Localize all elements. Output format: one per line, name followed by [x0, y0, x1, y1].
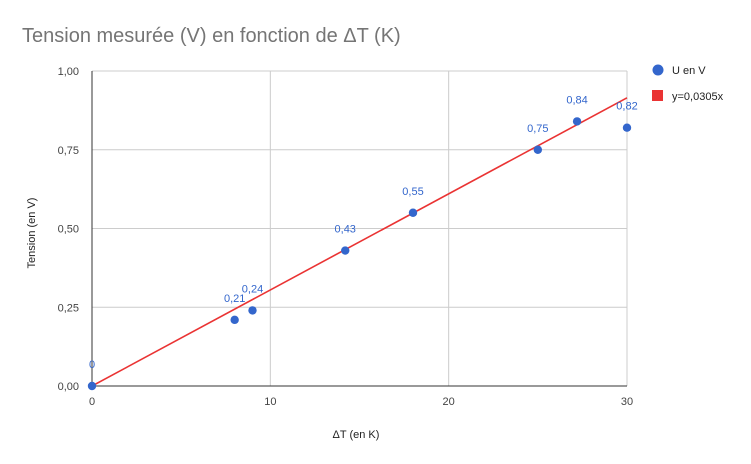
data-label: 0,24 [242, 283, 263, 295]
x-axis-title: ΔT (en K) [333, 429, 380, 441]
data-label: 0,55 [402, 186, 423, 198]
chart-title: Tension mesurée (V) en fonction de ΔT (K… [22, 25, 401, 47]
data-point[interactable] [230, 315, 239, 325]
legend-label-trend: y=0,0305x [672, 91, 724, 103]
data-labels: 0 0,210,24 0,43 0,55 0,75 0,84 0,82 [89, 94, 638, 371]
data-point[interactable] [248, 306, 257, 315]
y-tick-label: 0,00 [58, 381, 79, 393]
y-tick-label: 0,75 [58, 145, 79, 157]
x-tick-label: 0 [89, 396, 95, 408]
axes [91, 71, 627, 387]
data-point[interactable] [341, 246, 350, 255]
legend-marker-u [652, 64, 664, 76]
trendline-group [91, 97, 628, 387]
data-label: 0,84 [566, 94, 587, 106]
data-point[interactable] [87, 381, 97, 391]
data-label: 0,43 [335, 224, 356, 236]
legend[interactable]: U en V y=0,0305x [652, 64, 724, 104]
x-tick-label: 10 [264, 396, 276, 408]
y-tick-label: 1,00 [58, 66, 79, 78]
data-label: 0,75 [527, 123, 548, 135]
y-axis-ticks: 0,00 0,25 0,50 0,75 1,00 [58, 66, 79, 393]
x-tick-label: 30 [621, 396, 633, 408]
data-point[interactable] [408, 208, 418, 217]
data-point[interactable] [622, 123, 632, 132]
data-point[interactable] [533, 145, 543, 154]
legend-marker-trend [652, 90, 663, 101]
x-tick-label: 20 [443, 396, 455, 408]
x-axis-ticks: 0 10 20 30 [89, 396, 633, 408]
data-points [87, 117, 632, 391]
y-axis-title: Tension (en V) [26, 198, 38, 269]
data-label: 0,21 [224, 293, 245, 305]
y-tick-label: 0,50 [58, 224, 79, 236]
legend-label-u: U en V [672, 65, 706, 77]
data-label: 0 [89, 359, 95, 371]
y-tick-label: 0,25 [58, 302, 79, 314]
data-label: 0,82 [616, 101, 637, 113]
trendline [91, 97, 628, 387]
data-point[interactable] [572, 117, 582, 126]
grid [92, 70, 628, 386]
